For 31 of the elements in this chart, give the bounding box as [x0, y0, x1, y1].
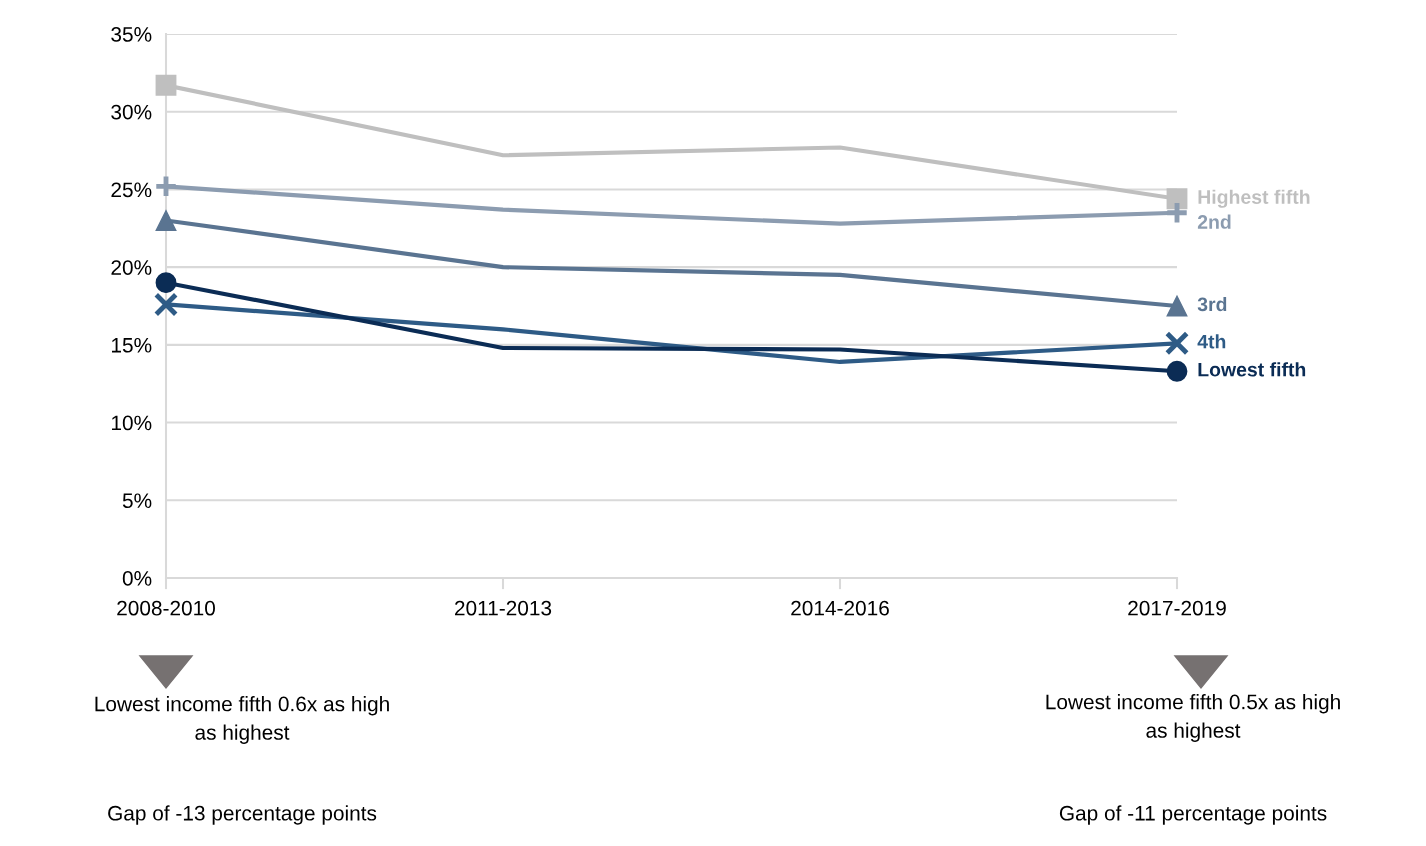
- point: [1164, 331, 1190, 356]
- x-tick-label: 2008-2010: [117, 600, 216, 616]
- point: [1166, 360, 1188, 382]
- point: [1164, 200, 1190, 225]
- text: Gap of -13 percentage points: [108, 805, 377, 825]
- y-tick-label: 0%: [122, 571, 152, 586]
- point: [155, 210, 177, 231]
- series-label: Lowest fifth: [1198, 362, 1306, 377]
- point: [1166, 295, 1188, 317]
- x-tick-label: 2017-2019: [1128, 600, 1226, 616]
- y-tick-label: 30%: [111, 104, 152, 120]
- text: Lowest income fifth 0.5x as high as highest: [1046, 694, 1340, 742]
- point: [153, 174, 179, 199]
- text: Gap of -11 percentage points: [1059, 805, 1327, 825]
- point: [153, 292, 179, 317]
- point: [1166, 188, 1188, 210]
- y-tick-label: 15%: [112, 337, 152, 353]
- x-tick-label: 2014-2016: [791, 600, 889, 616]
- y-tick-label: 10%: [112, 415, 152, 431]
- y-tick-label: 35%: [111, 27, 152, 42]
- text: Lowest income fifth 0.6x as high as highest: [95, 696, 389, 744]
- point: [155, 74, 177, 96]
- y-tick-label: 20%: [111, 260, 152, 275]
- series-label: Highest fifth: [1198, 189, 1310, 208]
- x-tick-label: 2011-2013: [455, 600, 552, 616]
- series-label: 2nd: [1197, 214, 1231, 229]
- point: [155, 272, 177, 294]
- y-tick-label: 25%: [111, 182, 152, 198]
- series-label: 4th: [1197, 334, 1226, 349]
- series-label: 3rd: [1197, 296, 1227, 312]
- y-tick-label: 5%: [122, 493, 152, 509]
